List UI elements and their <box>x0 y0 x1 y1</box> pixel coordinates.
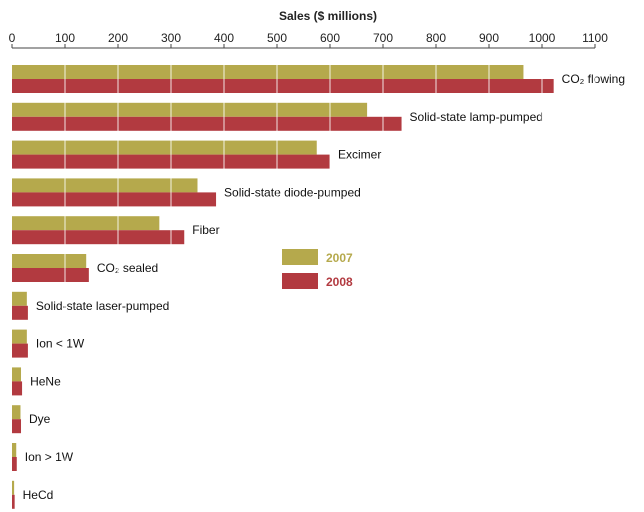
category-label: Ion > 1W <box>25 450 74 464</box>
x-tick-label: 700 <box>373 31 393 45</box>
category-label: CO₂ flowing <box>562 72 625 86</box>
category-label: HeNe <box>30 374 61 388</box>
x-tick-label: 200 <box>108 31 128 45</box>
bar-2007 <box>12 216 160 231</box>
bar-2008 <box>12 419 22 434</box>
x-tick-label: 600 <box>320 31 340 45</box>
bar-2008 <box>12 116 402 131</box>
x-tick-label: 1100 <box>582 31 608 45</box>
bar-2008 <box>12 457 17 471</box>
category-label: Fiber <box>192 223 219 237</box>
legend-swatch-2007 <box>282 249 318 265</box>
legend: 2007 2008 <box>282 249 353 289</box>
chart-title: Sales ($ millions) <box>279 9 377 23</box>
bar-2007 <box>12 102 368 117</box>
x-tick-label: 400 <box>214 31 234 45</box>
bar-2007 <box>12 140 317 155</box>
category-label: Solid-state diode-pumped <box>224 185 361 199</box>
legend-label-2008: 2008 <box>326 275 353 289</box>
bar-2007 <box>12 178 198 193</box>
bar-2007 <box>12 367 22 382</box>
bar-2008 <box>12 305 28 320</box>
category-label: CO₂ sealed <box>97 261 158 275</box>
category-label: Solid-state laser-pumped <box>36 299 169 313</box>
bar-2007 <box>12 329 27 344</box>
x-tick-label: 1000 <box>529 31 556 45</box>
gridlines <box>64 60 596 512</box>
category-label: Solid-state lamp-pumped <box>410 110 543 124</box>
bar-2007 <box>12 480 15 495</box>
bar-2008 <box>12 381 23 396</box>
x-tick-label: 100 <box>55 31 75 45</box>
bar-2008 <box>12 494 15 509</box>
plot-area: CO₂ flowing Solid-state lamp-pumped Excime… <box>12 60 625 512</box>
bar-2007 <box>12 405 21 420</box>
category-label: Excimer <box>338 148 381 162</box>
x-tick-label: 300 <box>161 31 181 45</box>
bar-2008 <box>12 192 217 207</box>
x-tick-label: 900 <box>479 31 499 45</box>
category-label: Dye <box>29 412 51 426</box>
bar-2007 <box>12 443 17 457</box>
x-tick-label: 800 <box>426 31 446 45</box>
legend-label-2007: 2007 <box>326 251 353 265</box>
x-tick-label: 500 <box>267 31 287 45</box>
bar-2008 <box>12 268 89 282</box>
bar-2007 <box>12 291 27 306</box>
bar-2008 <box>12 343 28 358</box>
x-axis: 0 100 200 300 400 500 600 700 800 900 1000 1100 <box>9 31 608 49</box>
bar-2008 <box>12 230 185 245</box>
category-label: Ion < 1W <box>36 337 85 351</box>
bar-2007 <box>12 254 87 268</box>
bar-2007 <box>12 65 524 79</box>
legend-swatch-2008 <box>282 273 318 289</box>
bar-2008 <box>12 79 554 93</box>
x-tick-label: 0 <box>9 31 16 45</box>
category-label: HeCd <box>23 488 54 502</box>
